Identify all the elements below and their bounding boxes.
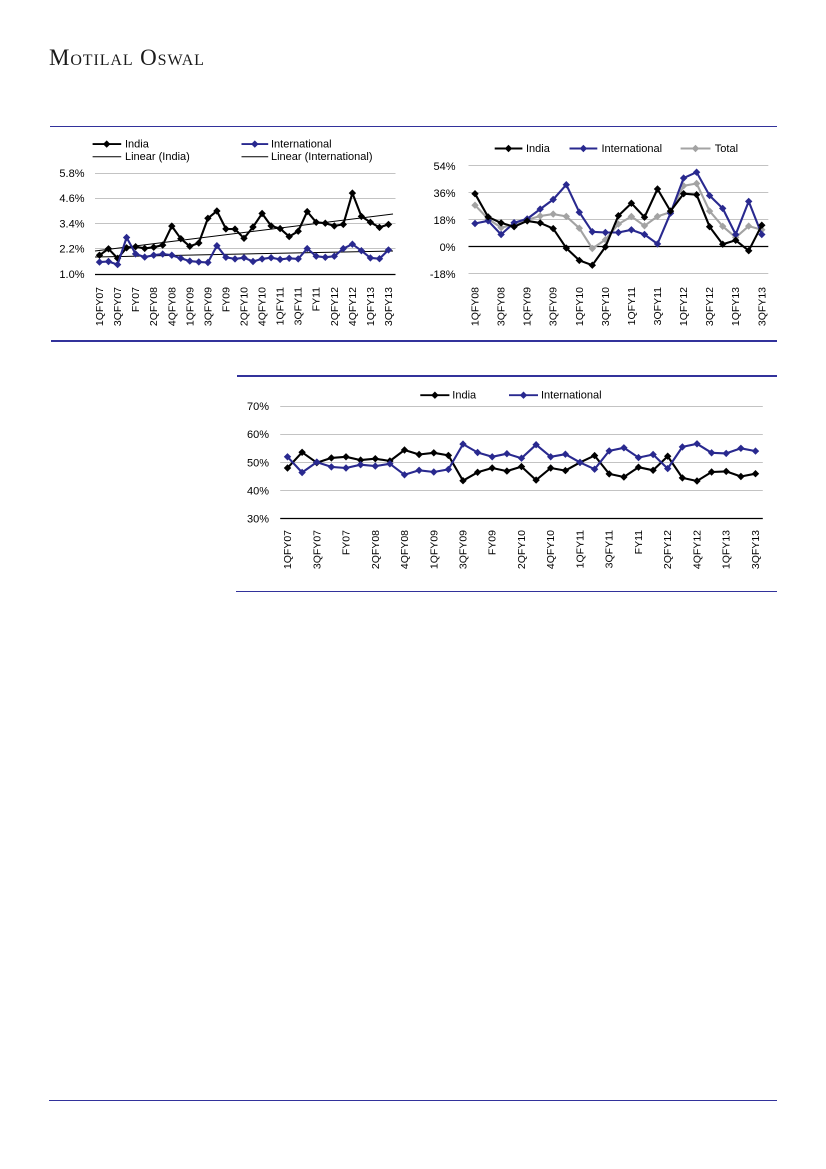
svg-text:FY09: FY09 (220, 287, 232, 312)
svg-text:International: International (602, 143, 663, 155)
svg-text:1QFY12: 1QFY12 (678, 287, 690, 326)
svg-text:1QFY09: 1QFY09 (428, 530, 440, 569)
svg-text:1QFY11: 1QFY11 (275, 287, 287, 325)
svg-text:3QFY07: 3QFY07 (311, 530, 323, 569)
svg-text:0%: 0% (440, 242, 456, 254)
svg-text:2QFY08: 2QFY08 (148, 287, 160, 326)
svg-text:4QFY12: 4QFY12 (347, 287, 359, 326)
svg-text:2QFY12: 2QFY12 (329, 287, 341, 326)
svg-text:1QFY13: 1QFY13 (730, 287, 742, 326)
svg-text:3QFY13: 3QFY13 (383, 287, 395, 326)
svg-text:India: India (452, 390, 477, 402)
svg-text:1QFY07: 1QFY07 (94, 287, 106, 326)
svg-text:4QFY08: 4QFY08 (166, 287, 178, 326)
svg-text:54%: 54% (433, 161, 455, 173)
svg-text:1QFY09: 1QFY09 (522, 287, 534, 326)
svg-text:2QFY10: 2QFY10 (516, 530, 528, 569)
svg-text:2QFY08: 2QFY08 (370, 530, 382, 569)
svg-text:4QFY10: 4QFY10 (257, 287, 269, 326)
svg-text:4QFY10: 4QFY10 (545, 530, 557, 569)
svg-text:1QFY09: 1QFY09 (184, 287, 196, 326)
svg-text:3QFY11: 3QFY11 (293, 287, 305, 325)
svg-text:India: India (526, 143, 551, 155)
svg-text:3QFY12: 3QFY12 (704, 287, 716, 326)
svg-text:2.2%: 2.2% (59, 244, 84, 256)
svg-text:International: International (271, 139, 332, 151)
svg-text:International: International (541, 390, 602, 402)
svg-text:FY07: FY07 (130, 287, 142, 312)
svg-text:3QFY13: 3QFY13 (756, 287, 768, 326)
svg-text:4.6%: 4.6% (59, 193, 84, 205)
svg-text:50%: 50% (247, 457, 269, 469)
svg-text:70%: 70% (247, 401, 269, 413)
svg-text:1QFY13: 1QFY13 (721, 530, 733, 569)
svg-text:1.0%: 1.0% (59, 269, 84, 281)
svg-text:4QFY08: 4QFY08 (399, 530, 411, 569)
svg-text:FY11: FY11 (311, 287, 323, 311)
svg-text:Total: Total (715, 143, 738, 155)
svg-text:3QFY10: 3QFY10 (600, 287, 612, 326)
svg-text:3QFY11: 3QFY11 (604, 530, 616, 568)
svg-text:1QFY11: 1QFY11 (575, 530, 587, 568)
svg-text:18%: 18% (433, 215, 455, 227)
svg-text:3QFY13: 3QFY13 (750, 530, 762, 569)
svg-text:3QFY08: 3QFY08 (496, 287, 508, 326)
svg-text:1QFY07: 1QFY07 (282, 530, 294, 569)
svg-text:1QFY13: 1QFY13 (365, 287, 377, 326)
svg-text:Linear (India): Linear (India) (125, 151, 190, 163)
svg-text:40%: 40% (247, 485, 269, 497)
svg-text:India: India (125, 139, 150, 151)
svg-text:1QFY10: 1QFY10 (574, 287, 586, 326)
svg-text:3.4%: 3.4% (59, 219, 84, 231)
svg-text:3QFY09: 3QFY09 (202, 287, 214, 326)
svg-text:30%: 30% (247, 514, 269, 526)
svg-text:2QFY10: 2QFY10 (239, 287, 251, 326)
svg-text:3QFY09: 3QFY09 (548, 287, 560, 326)
svg-text:3QFY09: 3QFY09 (458, 530, 470, 569)
svg-text:Linear (International): Linear (International) (271, 151, 373, 163)
svg-text:2QFY12: 2QFY12 (662, 530, 674, 569)
svg-text:1QFY08: 1QFY08 (470, 287, 482, 326)
svg-text:FY07: FY07 (341, 530, 353, 555)
svg-text:4QFY12: 4QFY12 (692, 530, 704, 569)
svg-text:5.8%: 5.8% (59, 168, 84, 180)
svg-text:1QFY11: 1QFY11 (626, 287, 638, 325)
svg-text:FY11: FY11 (633, 530, 645, 554)
svg-text:60%: 60% (247, 429, 269, 441)
svg-text:-18%: -18% (430, 269, 456, 281)
svg-text:36%: 36% (433, 188, 455, 200)
svg-text:3QFY07: 3QFY07 (112, 287, 124, 326)
svg-text:3QFY11: 3QFY11 (652, 287, 664, 325)
svg-text:FY09: FY09 (487, 530, 499, 555)
